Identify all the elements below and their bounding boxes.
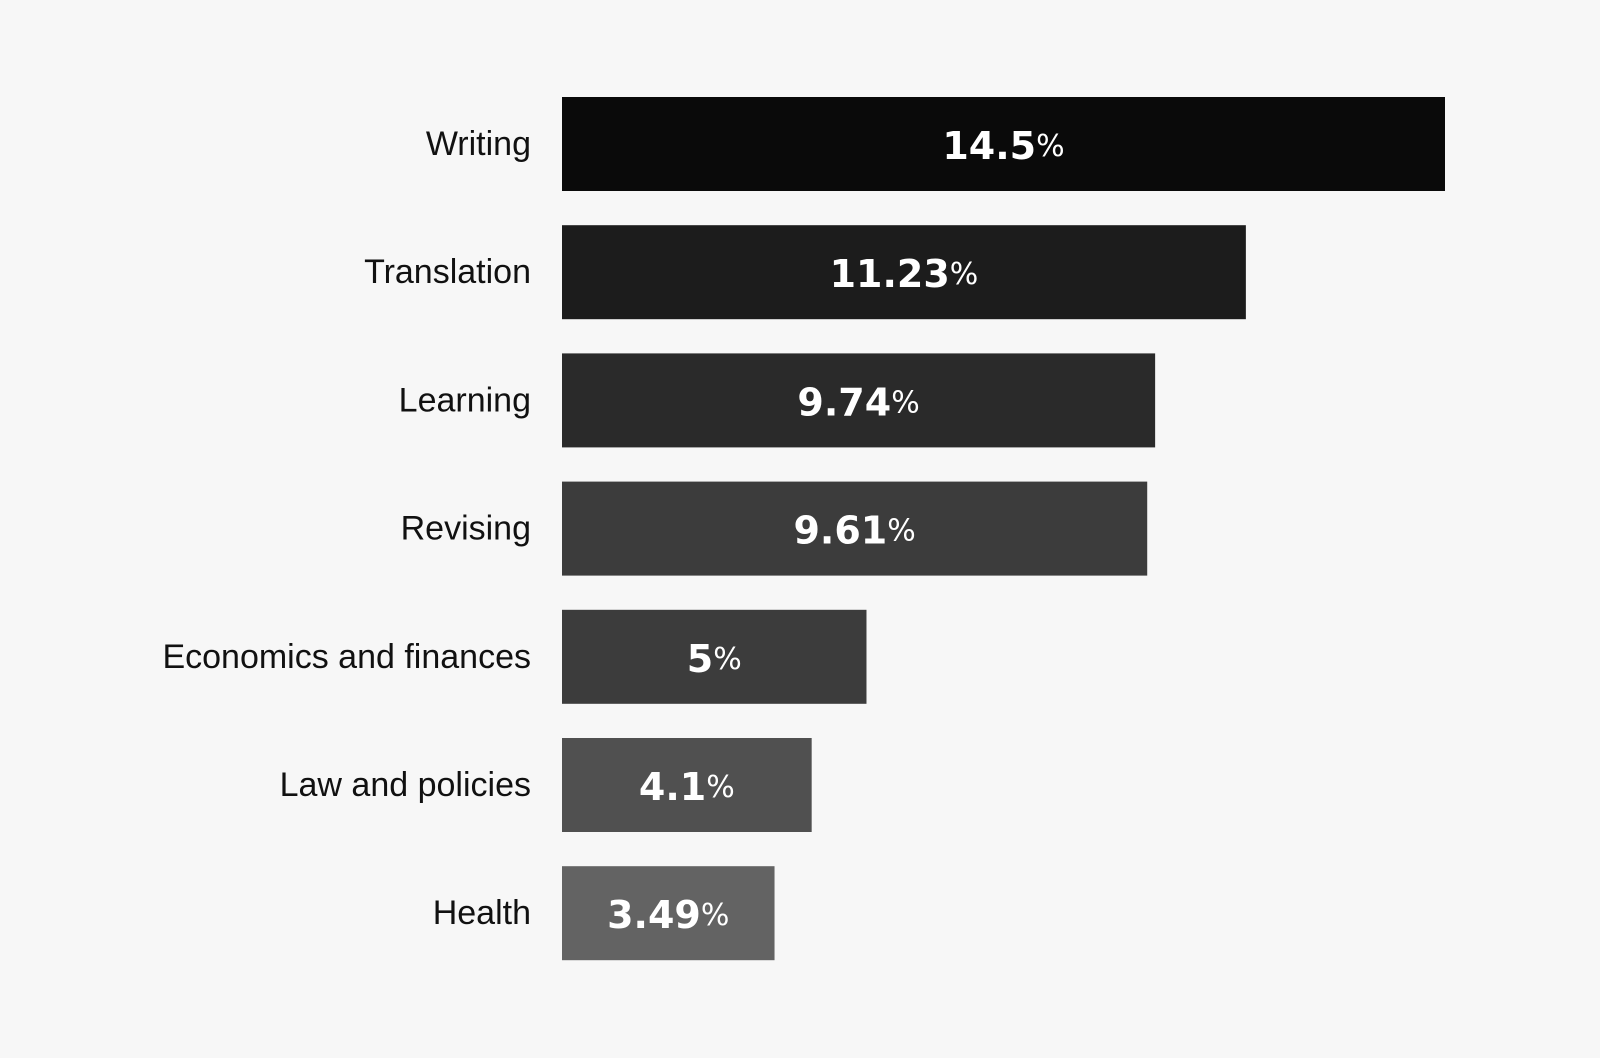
value-number: 9.74 <box>797 380 891 424</box>
value-label: 5% <box>687 637 742 681</box>
value-label: 9.74% <box>797 380 919 424</box>
value-unit: % <box>891 385 920 420</box>
value-number: 5 <box>687 637 713 681</box>
bar-health <box>562 866 775 961</box>
category-label: Revising <box>401 510 531 548</box>
bar-revising <box>562 481 1148 576</box>
category-labels: Writing Translation Learning Revising Econom… <box>162 125 531 932</box>
value-label: 14.5% <box>942 124 1064 168</box>
value-number: 14.5 <box>942 124 1036 168</box>
bar-economics-and-finances <box>562 609 867 704</box>
bar-writing <box>562 97 1445 191</box>
value-labels: 14.5%11.23%9.74%9.61%5%4.1%3.49% <box>607 124 1065 937</box>
bars <box>562 97 1445 961</box>
value-unit: % <box>887 513 916 548</box>
bar-law-and-policies <box>562 738 812 832</box>
category-label: Health <box>433 894 531 932</box>
category-label: Translation <box>364 253 531 291</box>
value-number: 11.23 <box>830 252 950 296</box>
value-unit: % <box>713 641 742 676</box>
value-number: 4.1 <box>639 765 706 809</box>
bar-translation <box>562 225 1246 320</box>
value-number: 9.61 <box>793 509 887 553</box>
category-label: Economics and finances <box>162 638 531 676</box>
category-label: Law and policies <box>280 766 531 804</box>
value-unit: % <box>701 898 730 933</box>
category-label: Learning <box>399 381 531 419</box>
value-label: 9.61% <box>793 509 915 553</box>
value-unit: % <box>950 257 979 292</box>
value-label: 3.49% <box>607 893 729 937</box>
value-unit: % <box>706 770 735 805</box>
category-label: Writing <box>426 125 531 163</box>
value-number: 3.49 <box>607 893 701 937</box>
value-unit: % <box>1036 129 1065 164</box>
bar-learning <box>562 353 1156 448</box>
value-label: 11.23% <box>830 252 979 296</box>
value-label: 4.1% <box>639 765 735 809</box>
